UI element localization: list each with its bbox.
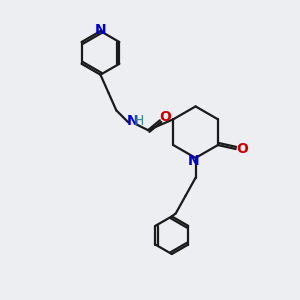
Text: N: N bbox=[126, 114, 138, 128]
Text: H: H bbox=[134, 114, 144, 128]
Text: N: N bbox=[188, 154, 200, 168]
Text: N: N bbox=[95, 23, 106, 37]
Text: O: O bbox=[159, 110, 171, 124]
Text: O: O bbox=[237, 142, 249, 156]
